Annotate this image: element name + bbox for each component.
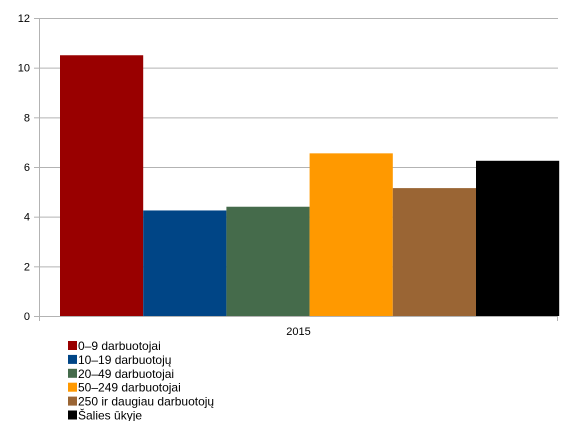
y-tick-label: 8 xyxy=(24,112,30,124)
legend-item: 20–49 darbuotojai xyxy=(68,367,174,381)
legend-item: 50–249 darbuotojai xyxy=(68,381,181,395)
legend-swatch xyxy=(68,410,77,420)
legend-swatch xyxy=(68,354,77,364)
legend-swatch xyxy=(68,368,77,378)
legend-label: 50–249 darbuotojai xyxy=(78,381,181,395)
bars xyxy=(60,55,560,316)
bar xyxy=(309,153,393,316)
legend-item: 250 ir daugiau darbuotojų xyxy=(68,395,214,409)
legend-label: 20–49 darbuotojai xyxy=(78,367,174,381)
y-tick-label: 12 xyxy=(18,13,30,25)
axes: 0 2 4 6 8 10 12 2015 xyxy=(18,13,558,338)
y-tick-label: 6 xyxy=(24,162,30,174)
bar xyxy=(143,210,227,316)
legend-swatch xyxy=(68,396,77,406)
legend-swatch xyxy=(68,382,77,392)
bar xyxy=(476,160,560,316)
y-tick-label: 2 xyxy=(24,261,30,273)
y-tick-label: 10 xyxy=(18,63,30,75)
legend-label: 0–9 darbuotojai xyxy=(78,339,161,353)
y-tick-label: 4 xyxy=(24,212,30,224)
legend-swatch xyxy=(68,341,77,350)
legend-item: 10–19 darbuotojų xyxy=(68,353,172,367)
legend-item: Šalies ūkyje xyxy=(68,408,142,421)
y-tick-label: 0 xyxy=(24,311,30,323)
legend-label: Šalies ūkyje xyxy=(78,408,142,421)
bar xyxy=(226,206,310,316)
bar xyxy=(392,188,476,316)
legend-label: 250 ir daugiau darbuotojų xyxy=(78,395,214,409)
bar xyxy=(60,55,144,316)
legend-label: 10–19 darbuotojų xyxy=(78,353,172,367)
legend-item: 0–9 darbuotojai xyxy=(68,339,161,353)
x-category-label: 2015 xyxy=(286,326,310,338)
